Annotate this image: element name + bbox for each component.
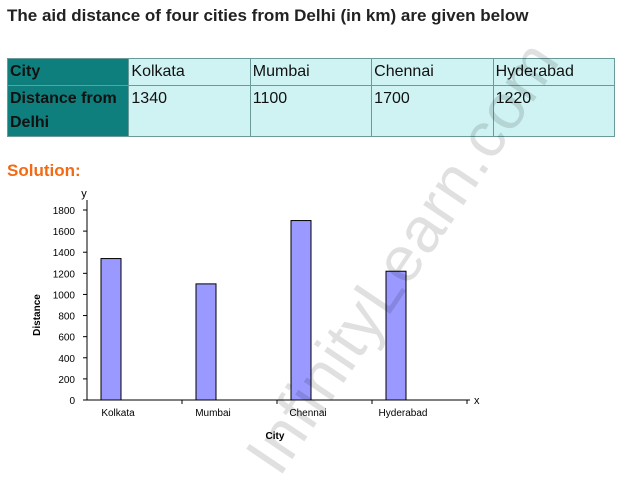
- table-cell-distance-1: 1340: [128, 85, 251, 137]
- y-tick-label: 1400: [53, 248, 76, 259]
- table-cell-distance-2: 1100: [249, 85, 373, 137]
- bar-kolkata: [100, 258, 122, 401]
- table-header-city: City: [6, 58, 130, 86]
- solution-label: Solution:: [7, 161, 81, 180]
- bar-hyderabad: [385, 270, 407, 401]
- distance-table: City Kolkata Mumbai Chennai Hyderabad Di…: [6, 58, 616, 137]
- x-tick-label: Hyderabad: [379, 408, 428, 419]
- y-axis-symbol: y: [81, 190, 87, 200]
- page-heading: The aid distance of four cities from Del…: [7, 6, 529, 25]
- y-tick-label: 1600: [53, 227, 76, 238]
- y-tick-label: 1000: [53, 290, 76, 301]
- y-axis-title: Distance: [32, 294, 43, 336]
- table-header-distance: Distance from Delhi: [6, 85, 130, 137]
- y-tick-label: 0: [69, 396, 75, 407]
- y-tick-label: 600: [58, 333, 75, 344]
- y-tick-label: 1800: [53, 206, 76, 217]
- table-row-distance: Distance from Delhi 1340 1100 1700 1220: [6, 85, 616, 137]
- x-tick-label: Kolkata: [101, 408, 135, 419]
- y-tick-label: 1200: [53, 269, 76, 280]
- y-tick-label: 400: [58, 354, 75, 365]
- table-cell-city-4: Hyderabad: [492, 58, 616, 86]
- bar-chart: x y 0 200 400 600 800 1000 1200 1400 1600 1800 Kolka…: [32, 190, 480, 442]
- table-row-city: City Kolkata Mumbai Chennai Hyderabad: [6, 58, 616, 86]
- y-tick-label: 200: [58, 375, 75, 386]
- y-tick-label: 800: [58, 312, 75, 323]
- bar-mumbai: [195, 283, 217, 401]
- x-axis-title: City: [266, 431, 285, 442]
- table-cell-city-3: Chennai: [371, 58, 494, 86]
- table-cell-city-2: Mumbai: [249, 58, 373, 86]
- x-axis-symbol: x: [474, 395, 480, 407]
- x-tick-label: Mumbai: [195, 408, 231, 419]
- x-tick-label: Chennai: [289, 408, 326, 419]
- table-cell-city-1: Kolkata: [128, 58, 251, 86]
- bar-chennai: [290, 220, 312, 401]
- table-cell-distance-4: 1220: [492, 85, 616, 137]
- table-cell-distance-3: 1700: [371, 85, 494, 137]
